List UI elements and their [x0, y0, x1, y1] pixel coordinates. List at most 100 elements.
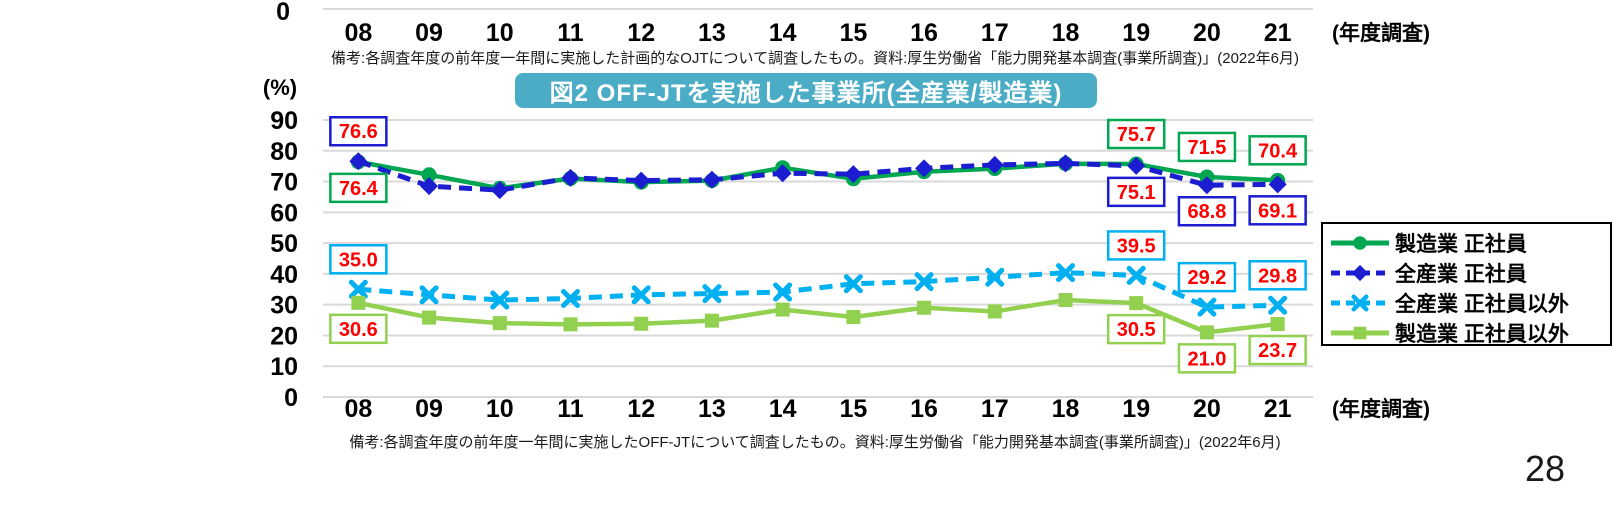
legend-line-sample [1331, 294, 1389, 312]
top-chart-x-tick-label: 14 [769, 19, 797, 47]
top-chart-note: 備考:各調査年度の前年度一年間に実施した計画的なOJTについて調査したもの。資料… [331, 50, 1299, 67]
legend-line-sample [1331, 326, 1389, 340]
y-tick-label: 10 [270, 353, 298, 381]
series-line [358, 270, 1278, 310]
diamond-marker [915, 159, 934, 178]
square-marker [422, 310, 437, 325]
top-chart-x-tick-label: 12 [627, 19, 655, 47]
square-marker [1270, 317, 1285, 332]
data-label: 70.4 [1248, 135, 1307, 166]
square-marker [846, 309, 861, 324]
square-marker [1199, 325, 1214, 340]
data-label-value: 71.5 [1187, 137, 1226, 159]
data-label: 76.6 [329, 115, 388, 147]
square-marker [917, 300, 932, 315]
diamond-marker [844, 165, 863, 184]
legend-line-sample [1331, 264, 1389, 282]
diamond-marker [1056, 154, 1075, 173]
series-line [356, 297, 1280, 335]
data-label-box [1248, 195, 1307, 226]
data-label: 35.0 [329, 244, 388, 275]
y-tick-label: 20 [270, 322, 298, 350]
x-tick-label: 10 [486, 395, 514, 423]
x-marker [914, 272, 934, 292]
diamond-marker [773, 164, 792, 183]
diamond-marker [1351, 264, 1369, 282]
square-marker [1058, 293, 1073, 308]
x-marker [1351, 294, 1369, 312]
data-label-box [1106, 313, 1166, 345]
square-marker [987, 304, 1002, 319]
x-tick-label: 16 [910, 395, 938, 423]
x-marker [1056, 263, 1075, 283]
x-marker [561, 289, 580, 309]
bottom-chart-note: 備考:各調査年度の前年度一年間に実施したOFF-JTについて調査したもの。資料:… [349, 434, 1281, 451]
x-marker [490, 290, 510, 310]
legend-label: 製造業 正社員 [1395, 233, 1527, 256]
data-label-box [329, 313, 388, 345]
x-tick-label: 21 [1264, 395, 1292, 423]
y-tick-label: 30 [270, 292, 298, 320]
data-label: 71.5 [1177, 131, 1237, 163]
data-label: 30.6 [329, 313, 388, 345]
top-chart-x-tick-label: 18 [1052, 19, 1080, 47]
data-label-value: 29.8 [1258, 265, 1297, 287]
top-chart-x-tick-label: 15 [839, 19, 867, 47]
x-tick-label: 20 [1193, 395, 1221, 423]
data-label-value: 68.8 [1187, 201, 1226, 223]
data-label: 76.4 [329, 172, 388, 204]
page-number: 28 [1524, 448, 1566, 489]
square-marker [492, 316, 507, 331]
data-label-box [1106, 118, 1166, 150]
legend-label: 製造業 正社員以外 [1395, 323, 1569, 346]
diamond-marker [985, 155, 1004, 174]
data-label-box [329, 172, 388, 204]
diamond-marker [1197, 176, 1216, 195]
diamond-marker [1268, 175, 1287, 194]
x-axis-suffix: (年度調査) [1332, 397, 1430, 421]
y-tick-label: 80 [270, 138, 298, 166]
series-1 [349, 152, 1287, 200]
square-marker [775, 302, 790, 317]
data-label-value: 35.0 [339, 249, 378, 271]
diamond-marker [420, 177, 439, 196]
diamond-marker [490, 181, 509, 200]
chart-title: 図2 OFF-JTを実施した事業所(全産業/製造業) [549, 80, 1063, 107]
chart-title-banner: 図2 OFF-JTを実施した事業所(全産業/製造業) [515, 73, 1097, 108]
series-line [357, 158, 1278, 193]
data-label-box [1248, 334, 1307, 366]
data-label: 21.0 [1177, 343, 1237, 374]
data-label-box [329, 244, 388, 275]
x-tick-label: 14 [769, 395, 797, 423]
data-label-box [1177, 261, 1237, 293]
x-marker [773, 282, 793, 302]
data-label-box [1106, 230, 1166, 261]
series-3 [351, 293, 1285, 340]
top-chart-x-tick-label: 13 [698, 19, 726, 47]
data-label-value: 21.0 [1187, 348, 1226, 370]
x-marker [419, 285, 439, 305]
square-marker [634, 316, 649, 331]
top-chart-x-tick-label: 08 [344, 19, 372, 47]
legend-item-1: 全産業 正社員 [1329, 258, 1604, 288]
data-label: 29.2 [1177, 261, 1237, 293]
data-label: 39.5 [1106, 230, 1166, 261]
data-label-value: 23.7 [1258, 340, 1297, 362]
top-chart-x-tick-label: 21 [1264, 19, 1292, 47]
series-2 [348, 263, 1288, 317]
x-marker [1126, 265, 1146, 285]
data-label: 29.8 [1248, 260, 1307, 291]
y-tick-label: 60 [270, 199, 298, 227]
x-marker [702, 284, 722, 304]
square-marker [704, 313, 719, 328]
data-label-box [1248, 135, 1307, 166]
diamond-marker [349, 152, 368, 171]
x-tick-label: 18 [1052, 395, 1080, 423]
y-tick-label: 70 [270, 169, 298, 197]
data-label-box [329, 115, 388, 147]
x-tick-label: 09 [415, 395, 443, 423]
square-marker [351, 295, 366, 310]
x-marker [631, 285, 651, 305]
chart-legend: 製造業 正社員 全産業 正社員 全産業 正社員以外 製造業 正社員以外 [1321, 222, 1612, 346]
y-tick-label: 0 [284, 384, 298, 412]
